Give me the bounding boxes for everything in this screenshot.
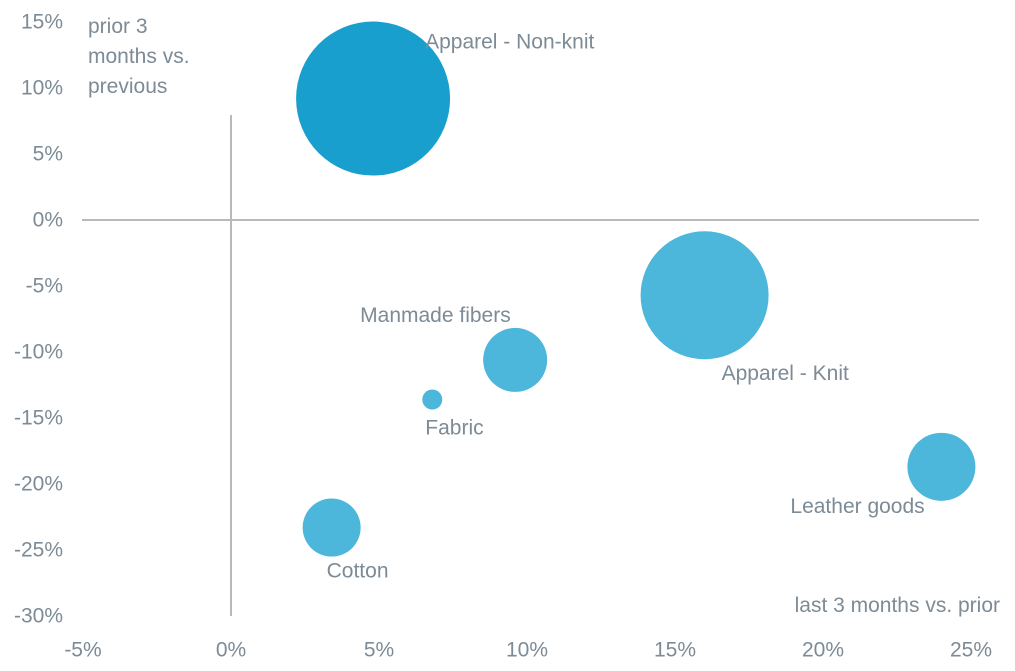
x-tick-label: 20% bbox=[802, 639, 844, 662]
x-tick-label: 5% bbox=[364, 639, 394, 662]
bubble-label-fabric: Fabric bbox=[425, 417, 483, 440]
x-tick-label: 15% bbox=[654, 639, 696, 662]
x-axis-title: last 3 months vs. prior bbox=[795, 594, 1000, 617]
bubble-leather-goods bbox=[907, 432, 976, 501]
bubble-label-manmade-fibers: Manmade fibers bbox=[360, 304, 511, 327]
bubble-label-apparel-non-knit: Apparel - Non-knit bbox=[425, 31, 594, 54]
y-tick-label: 5% bbox=[33, 143, 63, 166]
y-axis-title: prior 3 months vs. previous bbox=[88, 15, 190, 98]
bubble-manmade-fibers bbox=[483, 327, 548, 392]
bubble-label-apparel-knit: Apparel - Knit bbox=[722, 362, 849, 385]
bubble-fabric bbox=[422, 389, 443, 410]
y-tick-label: 0% bbox=[33, 209, 63, 232]
x-tick-label: 0% bbox=[216, 639, 246, 662]
x-tick-label: 10% bbox=[506, 639, 548, 662]
y-tick-label: -15% bbox=[14, 407, 63, 430]
bubble-apparel-non-knit bbox=[296, 21, 451, 176]
x-tick-label: -5% bbox=[64, 639, 101, 662]
y-tick-label: -5% bbox=[26, 275, 63, 298]
y-tick-label: 10% bbox=[21, 77, 63, 100]
y-tick-label: -30% bbox=[14, 605, 63, 628]
x-tick-label: 25% bbox=[950, 639, 992, 662]
bubble-label-cotton: Cotton bbox=[327, 560, 389, 583]
y-tick-label: 15% bbox=[21, 11, 63, 34]
bubble-label-leather-goods: Leather goods bbox=[790, 495, 924, 518]
y-tick-label: -25% bbox=[14, 539, 63, 562]
bubble-cotton bbox=[302, 498, 361, 557]
y-tick-label: -10% bbox=[14, 341, 63, 364]
bubble-apparel-knit bbox=[640, 231, 769, 360]
y-tick-label: -20% bbox=[14, 473, 63, 496]
